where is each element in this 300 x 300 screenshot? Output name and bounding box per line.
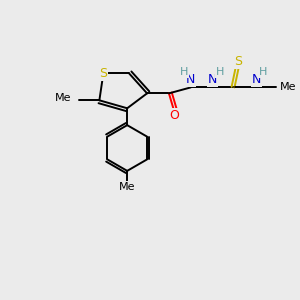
Text: Me: Me [55,93,71,103]
Text: H: H [215,68,224,77]
Text: Me: Me [280,82,297,92]
Text: Me: Me [119,182,135,192]
Text: S: S [235,55,242,68]
Text: H: H [259,68,268,77]
Text: O: O [169,109,179,122]
Text: S: S [99,67,107,80]
Text: N: N [252,73,261,86]
Text: H: H [180,68,188,77]
Text: N: N [186,73,196,86]
Text: N: N [208,73,217,86]
